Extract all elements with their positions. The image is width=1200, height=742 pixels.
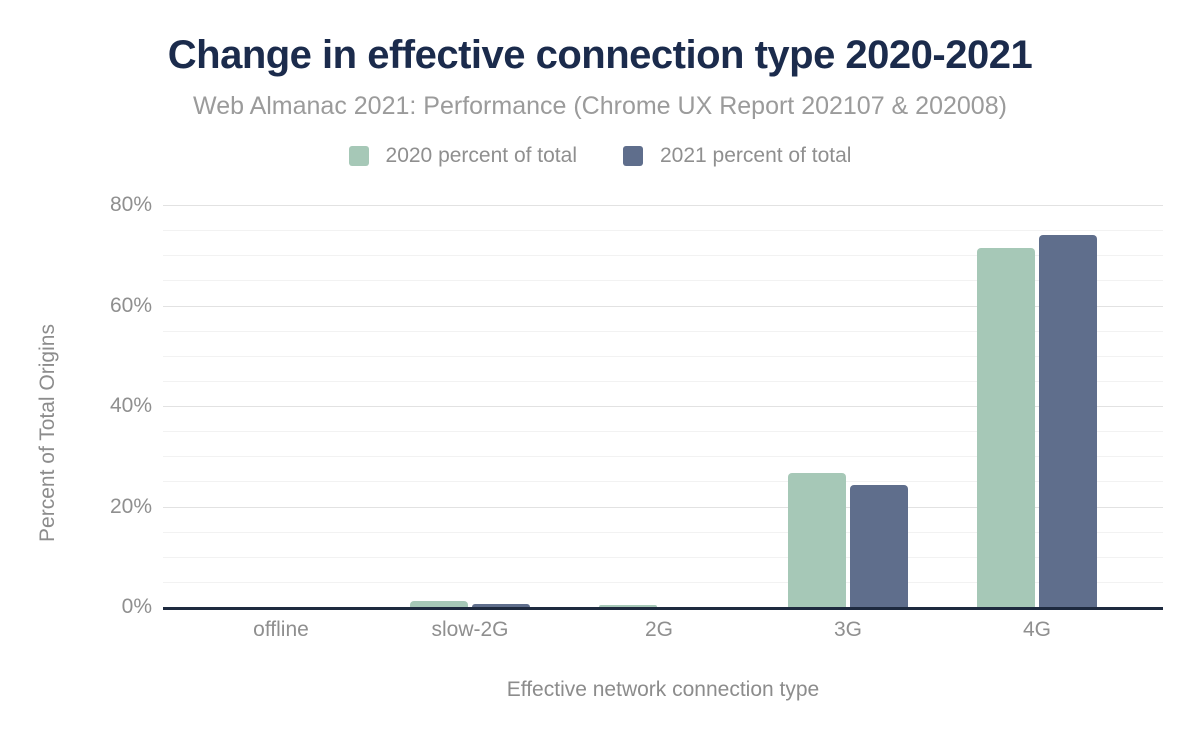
bar-3G-2021 (850, 485, 908, 607)
bar-2G-2020 (599, 604, 657, 607)
legend-label-2021: 2021 percent of total (660, 144, 852, 167)
bar-slow-2G-2021 (472, 604, 530, 607)
legend-item-2020: 2020 percent of total (348, 144, 577, 168)
gridline (163, 280, 1163, 282)
bar-2G-2021 (661, 606, 719, 607)
y-tick-label: 40% (109, 394, 152, 417)
legend: 2020 percent of total 2021 percent of to… (0, 144, 1200, 168)
bar-3G-2020 (788, 472, 846, 607)
x-axis-title: Effective network connection type (506, 678, 820, 701)
legend-label-2020: 2020 percent of total (385, 144, 577, 167)
gridline (163, 205, 1163, 206)
x-category-label: slow-2G (431, 618, 509, 641)
y-tick-label: 20% (109, 494, 152, 518)
legend-swatch-2020 (348, 146, 369, 166)
legend-item-2021: 2021 percent of total (623, 144, 851, 168)
gridline (163, 431, 1163, 433)
gridline (163, 255, 1163, 257)
gridline (163, 581, 1163, 583)
legend-swatch-2021 (623, 146, 643, 166)
bar-slow-2G-2020 (410, 600, 468, 607)
bar-4G-2020 (977, 247, 1035, 607)
x-category-label: 3G (833, 618, 862, 641)
gridline (163, 305, 1163, 307)
gridline (163, 330, 1163, 332)
y-tick-label: 80% (109, 193, 152, 216)
x-category-label: 2G (644, 618, 673, 641)
gridline (163, 556, 1163, 558)
y-tick-label: 60% (109, 293, 152, 317)
gridline (163, 355, 1163, 357)
x-category-label: 4G (1022, 618, 1051, 641)
gridline (163, 481, 1163, 483)
gridline (163, 406, 1163, 407)
gridline (163, 380, 1163, 382)
gridline (163, 230, 1163, 232)
chart-title: Change in effective connection type 2020… (167, 33, 1033, 77)
plot-area (163, 205, 1163, 610)
x-category-label: offline (253, 618, 309, 641)
gridline (163, 531, 1163, 533)
gridline (163, 506, 1163, 508)
x-axis-line (163, 607, 1163, 610)
y-tick-label: 0% (121, 595, 152, 618)
bar-4G-2021 (1039, 234, 1097, 607)
gridline (163, 456, 1163, 458)
chart-subtitle: Web Almanac 2021: Performance (Chrome UX… (193, 92, 1007, 120)
